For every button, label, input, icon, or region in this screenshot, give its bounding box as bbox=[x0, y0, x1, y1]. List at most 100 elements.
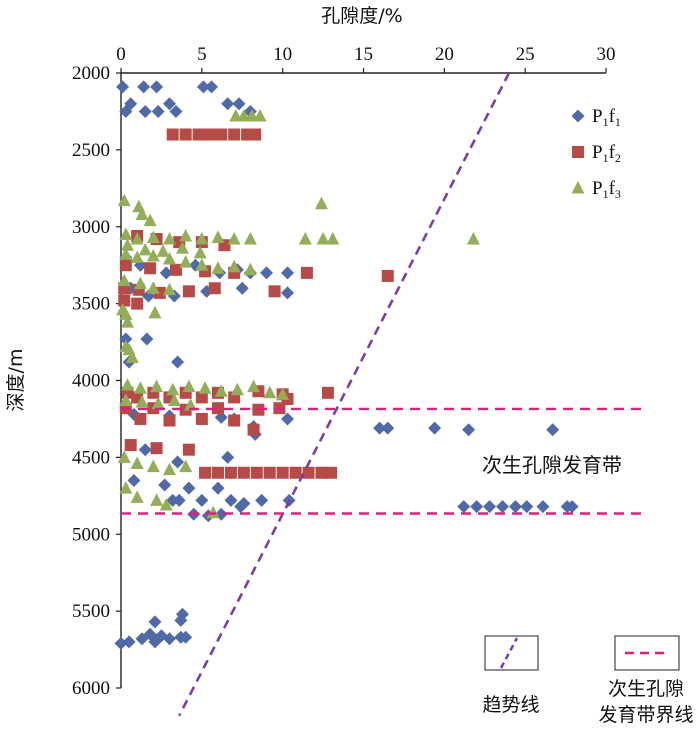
legend-label-part: 3 bbox=[615, 187, 621, 201]
data-point bbox=[253, 109, 267, 122]
data-point bbox=[135, 395, 149, 408]
data-point bbox=[117, 450, 131, 463]
data-point bbox=[243, 232, 257, 245]
data-point bbox=[211, 261, 225, 274]
data-point bbox=[316, 232, 330, 245]
legend-label: P1f2 bbox=[592, 142, 621, 165]
data-point bbox=[114, 636, 128, 650]
data-point bbox=[193, 245, 207, 259]
annotations: 次生孔隙发育带 bbox=[121, 72, 647, 717]
data-point bbox=[214, 384, 228, 397]
series-1-points bbox=[114, 80, 579, 650]
data-point bbox=[195, 412, 208, 425]
y-tick-label: 3500 bbox=[72, 294, 110, 315]
data-point bbox=[373, 421, 387, 435]
data-point bbox=[122, 635, 136, 649]
data-point bbox=[146, 459, 160, 473]
data-point bbox=[195, 493, 209, 507]
x-axis-title: 孔隙度/% bbox=[321, 5, 402, 27]
x-tick-label: 15 bbox=[354, 44, 373, 65]
data-point bbox=[298, 232, 312, 245]
data-point bbox=[224, 466, 237, 479]
data-point bbox=[300, 266, 313, 279]
data-point bbox=[195, 391, 208, 404]
x-tick-label: 25 bbox=[516, 44, 535, 65]
data-point bbox=[565, 500, 579, 514]
data-point bbox=[268, 285, 281, 298]
data-point bbox=[215, 128, 228, 141]
data-point bbox=[205, 80, 219, 94]
data-point bbox=[130, 490, 144, 503]
data-point bbox=[276, 387, 290, 400]
data-point bbox=[195, 232, 209, 245]
data-point bbox=[159, 498, 173, 511]
data-point bbox=[211, 481, 225, 495]
data-point bbox=[457, 500, 471, 514]
data-point bbox=[247, 379, 261, 393]
data-point bbox=[166, 382, 180, 396]
data-point bbox=[192, 128, 205, 141]
data-point bbox=[228, 414, 241, 427]
data-point bbox=[466, 232, 480, 245]
legend-label: P1f3 bbox=[592, 178, 621, 201]
data-point bbox=[166, 128, 179, 141]
data-point bbox=[163, 232, 176, 245]
trend-key-label: 趋势线 bbox=[482, 694, 539, 716]
series-3-points bbox=[116, 109, 480, 519]
data-point bbox=[119, 393, 133, 406]
data-point bbox=[179, 459, 193, 473]
data-point bbox=[208, 282, 221, 295]
legend-label-part: 1 bbox=[615, 115, 621, 129]
legend-marker bbox=[572, 146, 584, 158]
data-point bbox=[127, 473, 141, 487]
legend-label-part: P bbox=[592, 142, 603, 163]
data-point bbox=[134, 412, 147, 425]
data-point bbox=[174, 613, 188, 627]
data-point bbox=[167, 393, 181, 406]
data-point bbox=[230, 382, 244, 396]
data-point bbox=[255, 493, 269, 507]
data-point bbox=[130, 250, 144, 263]
plot-marks bbox=[114, 80, 579, 650]
data-point bbox=[235, 281, 249, 295]
data-point bbox=[470, 500, 484, 514]
data-point bbox=[199, 466, 212, 479]
x-tick-label: 0 bbox=[116, 44, 126, 65]
x-tick-label: 5 bbox=[197, 44, 207, 65]
data-point bbox=[158, 478, 172, 492]
data-point bbox=[133, 381, 147, 394]
data-point bbox=[171, 355, 185, 369]
data-point bbox=[182, 379, 196, 393]
trend-key-swatch bbox=[499, 637, 519, 669]
data-point bbox=[184, 398, 198, 411]
data-point bbox=[483, 500, 497, 514]
data-point bbox=[381, 421, 395, 435]
zone-label: 次生孔隙发育带 bbox=[482, 453, 622, 477]
y-tick-label: 4000 bbox=[72, 371, 110, 392]
data-point bbox=[146, 281, 160, 294]
data-point bbox=[428, 421, 442, 435]
data-point bbox=[148, 305, 162, 319]
data-point bbox=[224, 493, 238, 507]
data-point bbox=[182, 481, 196, 495]
legend-label-part: 1 bbox=[603, 151, 609, 165]
data-point bbox=[221, 450, 235, 464]
data-point bbox=[326, 232, 340, 245]
series-2-points bbox=[118, 128, 394, 479]
data-point bbox=[144, 262, 157, 275]
data-point bbox=[212, 402, 224, 415]
data-point bbox=[120, 315, 134, 328]
data-point bbox=[462, 423, 476, 437]
data-point bbox=[171, 455, 185, 469]
data-point bbox=[163, 97, 176, 111]
y-axis-title: 深度/m bbox=[5, 349, 27, 412]
data-point bbox=[130, 456, 144, 470]
data-point bbox=[150, 493, 164, 506]
data-point bbox=[281, 412, 295, 426]
y-tick-label: 3000 bbox=[72, 217, 110, 238]
axes: 0 5 10 15 20 25 30 2000 2500 3000 3500 4000 4500 500… bbox=[5, 5, 616, 699]
data-point bbox=[546, 423, 560, 437]
data-point bbox=[163, 414, 176, 427]
legend-label-part: P bbox=[592, 178, 603, 199]
data-point bbox=[325, 466, 338, 479]
